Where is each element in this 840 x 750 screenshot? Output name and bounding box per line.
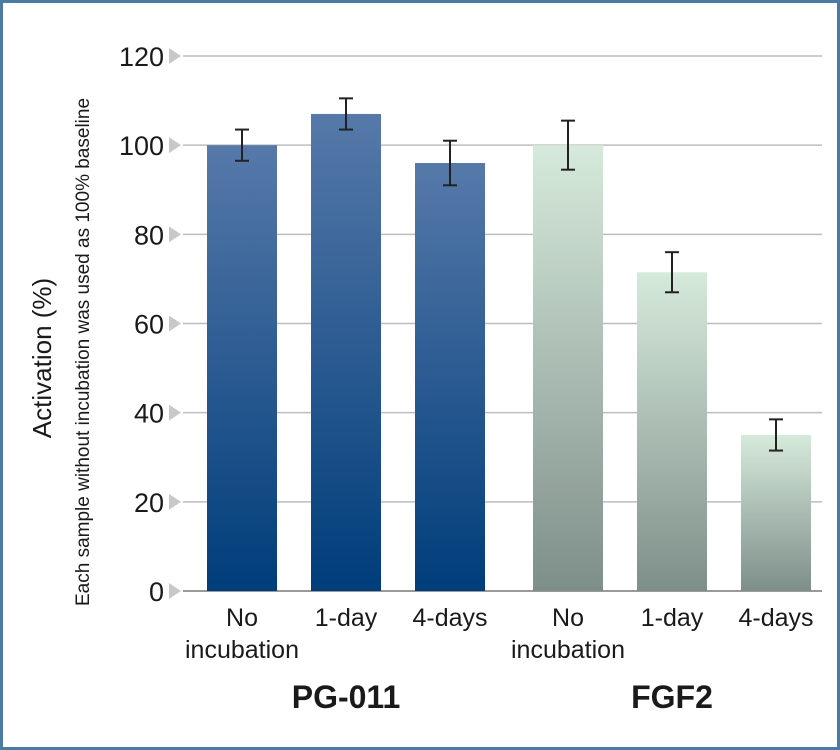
bar (207, 145, 277, 591)
y-tick-label: 20 (134, 488, 164, 518)
gridlines (183, 55, 822, 592)
y-axis-sublabel: Each sample without incubation was used … (73, 98, 94, 606)
bars (207, 113, 811, 591)
bar (637, 272, 707, 591)
tick-marker (169, 48, 181, 64)
y-tick-label: 40 (134, 399, 164, 429)
error-bar (339, 97, 353, 131)
tick-marker (169, 137, 181, 154)
error-bars (235, 97, 783, 452)
bar (311, 113, 381, 591)
x-category-label: 4-days (412, 604, 487, 632)
tick-marker (169, 493, 181, 510)
y-axis-title: Activation (%) Each sample without incub… (27, 98, 94, 606)
y-axis-label: Activation (%) (27, 278, 57, 438)
error-bar (235, 128, 249, 162)
x-category-label: 1-day (641, 604, 704, 632)
error-bar (561, 119, 575, 171)
y-tick-label: 0 (149, 577, 164, 607)
group-label: PG-011 (292, 679, 401, 715)
tick-marker (169, 583, 181, 599)
group-label: FGF2 (631, 679, 713, 715)
category-labels: No incubation 1-day 4-days No incubation 1-day… (185, 604, 814, 664)
y-tick-label: 80 (134, 220, 164, 250)
y-tick-label: 120 (119, 42, 164, 72)
x-category-label: No incubation (185, 604, 299, 664)
group-labels: PG-011 FGF2 (292, 679, 713, 715)
y-tick-label: 100 (119, 131, 164, 161)
x-category-label: 1-day (315, 604, 378, 632)
error-bar (665, 251, 679, 294)
error-bar (769, 418, 783, 452)
tick-marker (169, 404, 181, 421)
x-category-label: 4-days (738, 604, 813, 632)
x-category-label: No incubation (511, 604, 625, 664)
error-bar (443, 139, 457, 187)
tick-marker (169, 226, 181, 243)
bar (741, 434, 811, 591)
y-tick-label: 60 (134, 310, 164, 340)
tick-marker (169, 315, 181, 332)
y-axis-ticks: 0 20 40 60 80 100 120 (119, 42, 181, 607)
bar (415, 163, 485, 591)
bar (533, 145, 603, 591)
